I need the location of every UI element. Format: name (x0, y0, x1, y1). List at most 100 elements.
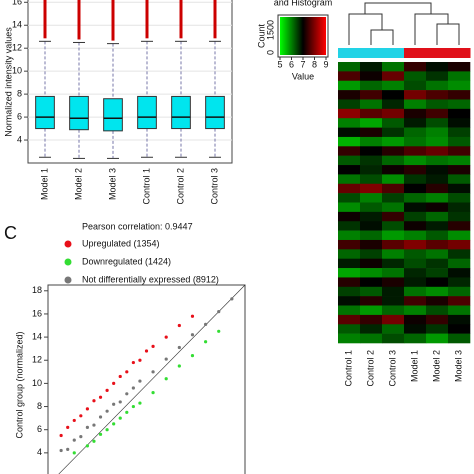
key-x-label: Value (292, 71, 314, 81)
heat-cell (338, 305, 361, 316)
heat-cell (404, 202, 427, 213)
scatter-frame (47, 284, 246, 474)
heat-cell (426, 99, 449, 110)
point (190, 333, 195, 337)
heat-cell (448, 333, 471, 344)
box-plot-frame (27, 0, 233, 164)
heat-cell (382, 314, 405, 325)
heat-cell (382, 80, 405, 91)
point (112, 381, 116, 385)
heat-cell (338, 127, 361, 138)
heat-cell (338, 258, 361, 269)
heat-cell (338, 324, 361, 334)
point (112, 422, 116, 426)
heat-cell (426, 211, 449, 222)
heat-cell (382, 62, 405, 72)
heat-cell (448, 118, 471, 128)
heat-cell (382, 155, 405, 166)
heat-cell (426, 286, 449, 297)
y-tick-label: 6 (17, 111, 22, 121)
heat-cell (448, 80, 471, 91)
heat-cell (404, 146, 427, 156)
heat-cell (338, 62, 361, 72)
point (125, 392, 129, 396)
point (151, 391, 155, 395)
heat-cell (360, 277, 383, 288)
y-tick-label: 16 (32, 308, 42, 318)
point (164, 377, 168, 381)
point (112, 402, 116, 406)
heat-cell (360, 221, 383, 231)
heat-cell (404, 127, 427, 138)
group-bar (338, 48, 361, 58)
heat-cell (404, 90, 427, 100)
point (105, 428, 109, 432)
heat-cell (404, 296, 427, 306)
heat-cell (426, 71, 449, 82)
heat-cell (404, 108, 427, 119)
y-axis-label: Normalized intensity values (3, 27, 13, 137)
column-label: Control 3 (387, 350, 397, 387)
point (138, 401, 142, 405)
heat-cell (404, 155, 427, 166)
heat-cell (360, 333, 383, 344)
heat-cell (360, 239, 383, 250)
heat-cell (382, 221, 405, 231)
heat-cell (426, 165, 449, 175)
heat-cell (404, 249, 427, 259)
heat-cell (360, 211, 383, 222)
point (79, 435, 83, 439)
heat-cell (360, 183, 383, 194)
heat-cell (426, 305, 449, 316)
point (190, 314, 195, 318)
heat-cell (360, 193, 383, 203)
heat-cell (382, 118, 405, 128)
heat-cell (360, 108, 383, 119)
heat-cell (360, 305, 383, 316)
heat-cell (404, 62, 427, 72)
heat-cell (448, 239, 471, 250)
legend-label: Not differentially expressed (8912) (82, 274, 219, 284)
heat-cell (448, 221, 471, 231)
heat-cell (404, 314, 427, 325)
heat-cell (360, 249, 383, 259)
heat-cell (426, 239, 449, 250)
point (79, 414, 83, 418)
y-tick-label: 8 (37, 401, 42, 411)
heat-cell (382, 146, 405, 156)
heat-cell (404, 286, 427, 297)
heat-cell (426, 146, 449, 156)
group-bar (448, 48, 471, 58)
box (137, 95, 157, 130)
heat-cell (382, 305, 405, 316)
point (72, 451, 76, 455)
heat-cell (426, 127, 449, 138)
box (171, 95, 191, 130)
point (125, 370, 129, 374)
y-tick-label: 4 (37, 447, 42, 457)
heat-cell (426, 90, 449, 100)
heat-cell (404, 239, 427, 250)
heat-cell (360, 230, 383, 241)
point (59, 433, 63, 438)
point (92, 399, 96, 403)
key-x-tick-label: 8 (312, 59, 317, 69)
key-x-tick-label: 7 (300, 59, 305, 69)
heat-cell (404, 136, 427, 147)
point (131, 360, 135, 365)
column-label: Control 1 (343, 350, 353, 387)
heat-cell (404, 305, 427, 316)
box (103, 98, 123, 132)
heat-cell (360, 136, 383, 147)
point (118, 374, 122, 379)
heat-cell (360, 118, 383, 128)
heat-cell (338, 268, 361, 278)
y-tick-label: 12 (12, 43, 22, 53)
point (151, 370, 155, 374)
point (72, 438, 76, 442)
heat-cell (382, 296, 405, 306)
heat-cell (360, 258, 383, 269)
point (144, 349, 149, 353)
legend-label: Upregulated (1354) (82, 238, 160, 248)
